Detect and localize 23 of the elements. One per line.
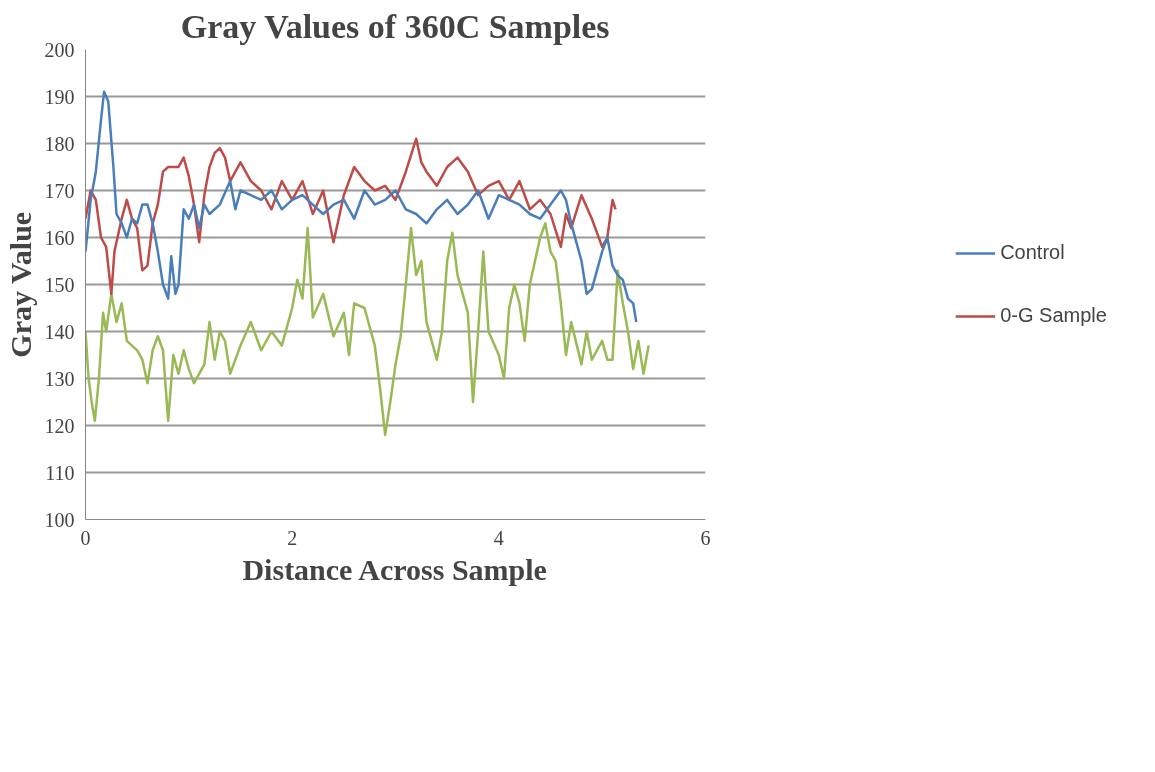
line-series: [85, 137, 617, 296]
y-tick-label: 150: [44, 273, 75, 296]
y-tick-label: 130: [44, 367, 75, 390]
line-series: [85, 222, 650, 437]
y-axis-title: Gray Value: [3, 211, 37, 358]
y-tick-label: 100: [44, 508, 75, 531]
legend-label: Control: [1000, 241, 1065, 264]
y-tick-label: 170: [44, 179, 75, 202]
y-tick-label: 140: [44, 320, 75, 343]
y-tick-label: 180: [44, 132, 75, 155]
x-tick-label: 0: [80, 526, 91, 549]
x-tick-label: 4: [493, 526, 504, 549]
x-axis-title: Distance Across Sample: [242, 552, 547, 586]
y-tick-label: 200: [44, 38, 75, 61]
line-series: [85, 90, 638, 324]
y-tick-label: 110: [45, 461, 75, 484]
y-tick-label: 120: [44, 414, 75, 437]
x-tick-label: 2: [287, 526, 298, 549]
y-tick-label: 160: [44, 226, 75, 249]
y-tick-label: 190: [44, 85, 75, 108]
chart-title: Gray Values of 360C Samples: [180, 7, 610, 45]
x-tick-label: 6: [700, 526, 711, 549]
legend-label: 0-G Sample: [1000, 304, 1107, 327]
